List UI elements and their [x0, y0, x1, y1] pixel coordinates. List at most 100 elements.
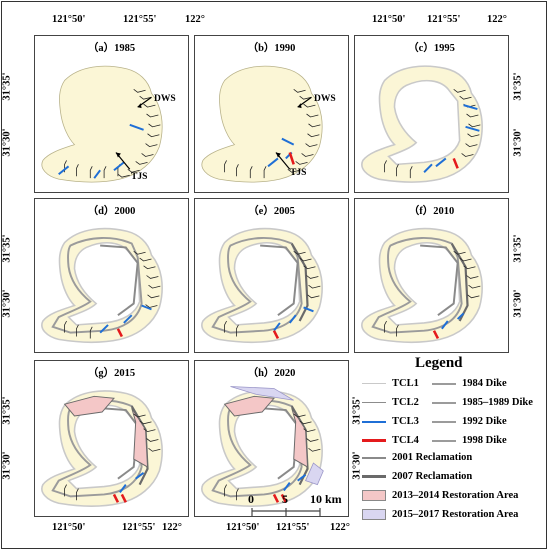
- tcl3-creek: [129, 123, 144, 131]
- legend-item: 2007 Reclamation: [362, 471, 472, 482]
- map-svg: [201, 386, 324, 507]
- map-panel-2020: （h）2020: [194, 360, 349, 517]
- tcl3-creek: [135, 472, 145, 480]
- legend-label: 1985–1989 Dike: [462, 397, 533, 408]
- tcl3-creek: [93, 169, 101, 179]
- panel-title: （g）2015: [87, 368, 136, 379]
- legend-item: TCL1: [362, 378, 419, 389]
- creek-line: [147, 133, 160, 138]
- creek-line: [133, 413, 146, 418]
- line-dike-icon: [432, 382, 456, 385]
- map-svg: [41, 390, 163, 507]
- lat-right-1: 31°35': [512, 72, 524, 101]
- creek-line: [466, 275, 479, 279]
- legend-item: TCL4: [362, 435, 419, 446]
- dike-interior: [227, 404, 301, 490]
- creek-line: [145, 143, 158, 148]
- legend-label: 2015–2017 Restoration Area: [392, 509, 519, 520]
- tcl4-creek: [116, 328, 124, 338]
- creek-line: [303, 265, 316, 270]
- creek-line: [303, 103, 316, 108]
- legend-title: Legend: [415, 355, 463, 371]
- creek-line: [308, 284, 321, 289]
- line-tcl2-icon: [362, 402, 386, 403]
- island-land: [41, 65, 163, 183]
- tcl1-line: [201, 227, 323, 344]
- creek-line: [299, 257, 312, 262]
- tcl4-creek: [272, 330, 280, 340]
- dike-line: [51, 399, 143, 498]
- lon-bottom-3: 122°: [162, 522, 182, 533]
- panel-title: （e）2005: [248, 206, 295, 217]
- tcl3-creek: [58, 165, 70, 175]
- map-svg: [361, 227, 483, 344]
- tjs-label-a: TJS: [131, 172, 148, 182]
- creek-line: [299, 95, 312, 100]
- reclamation-2007-line: [450, 243, 469, 322]
- lat-left-2: 31°30': [1, 128, 13, 157]
- lat-right-3: 31°35': [512, 234, 524, 263]
- line-recl2001-icon: [362, 456, 386, 459]
- tcl3-creek: [119, 484, 127, 494]
- lon-top-3: 122°: [185, 14, 205, 25]
- tidal-creeks: [293, 250, 321, 299]
- lat-left-1: 31°35': [1, 72, 13, 101]
- line-dike-icon: [432, 439, 456, 442]
- lon-top-2: 121°55': [123, 14, 157, 25]
- creek-line: [306, 113, 319, 118]
- creek-line: [224, 160, 227, 173]
- tidal-creeks: [453, 250, 481, 299]
- legend-item: 1984 Dike: [432, 378, 507, 389]
- creek-line: [287, 168, 300, 173]
- dike-interior: [227, 242, 301, 326]
- legend-label: 2013–2014 Restoration Area: [392, 490, 519, 501]
- creek-line: [459, 95, 472, 100]
- creek-line: [307, 294, 320, 299]
- legend-item: 1998 Dike: [432, 435, 507, 446]
- panel-title: （f）2010: [408, 206, 455, 217]
- creek-line: [263, 166, 267, 179]
- dike-line: [211, 399, 303, 498]
- map-svg: [201, 65, 323, 183]
- tcl3-creek: [267, 157, 279, 168]
- dws-label-a: DWS: [154, 94, 176, 104]
- map-svg: [201, 227, 323, 344]
- tcl3-creek: [463, 104, 478, 111]
- lat-left-5: 31°35': [1, 396, 13, 425]
- tidal-creeks: [133, 250, 161, 308]
- creek-line: [249, 166, 253, 179]
- map-svg: [41, 65, 163, 183]
- tidal-creeks: [384, 320, 399, 337]
- creek-line: [139, 95, 152, 100]
- tcl1-line: [361, 227, 483, 344]
- lon-bottom-1: 121°50': [52, 522, 86, 533]
- creek-line: [305, 143, 318, 148]
- restoration-2013-area-east: [131, 407, 149, 468]
- tcl3-creek: [423, 163, 433, 173]
- map-svg: [361, 65, 483, 183]
- dike-line: [51, 237, 143, 334]
- legend-label: TCL2: [392, 397, 419, 408]
- creek-line: [146, 438, 159, 442]
- scale-ten: 10 km: [310, 492, 342, 506]
- tcl4-creek: [120, 493, 127, 503]
- creek-line: [143, 265, 156, 270]
- tcl4-creek: [112, 493, 120, 503]
- panel-title: （b）1990: [247, 43, 296, 54]
- restoration-2015-area-north: [230, 386, 294, 401]
- tidal-creeks: [224, 484, 239, 501]
- creek-line: [453, 89, 466, 93]
- creek-line: [76, 324, 79, 337]
- creek-line: [103, 166, 107, 179]
- lon-top-4: 121°50': [372, 14, 406, 25]
- tidal-creeks: [64, 484, 79, 501]
- dws-label-b: DWS: [314, 94, 336, 104]
- map-panel-1990: （b）1990: [194, 35, 349, 193]
- tcl3-creek: [281, 137, 295, 146]
- tcl1-line: [41, 390, 163, 507]
- panel-title: （d）2000: [87, 206, 136, 217]
- legend-label: 1992 Dike: [462, 416, 507, 427]
- tcl3-creek: [123, 314, 133, 324]
- dike-line: [371, 237, 463, 334]
- creek-line: [141, 153, 154, 157]
